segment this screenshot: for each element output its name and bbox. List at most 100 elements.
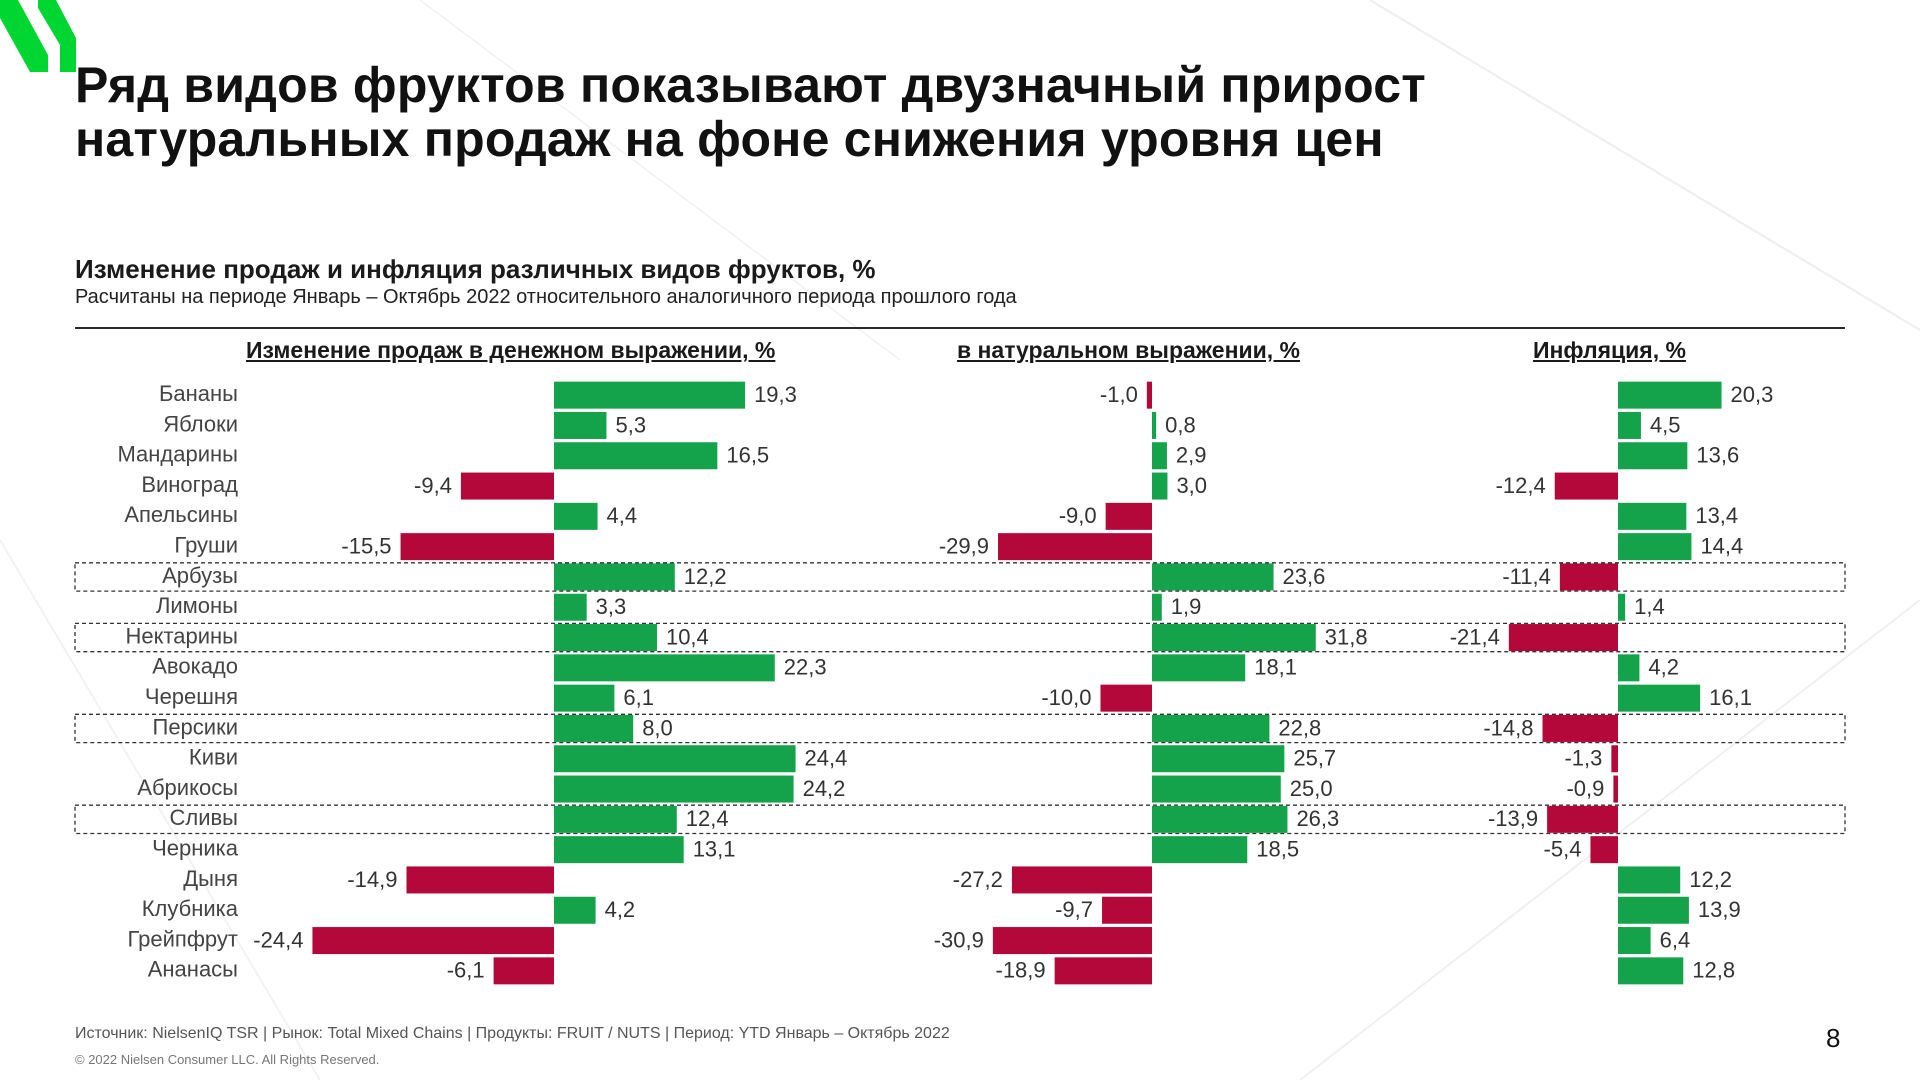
bar — [998, 533, 1152, 561]
bar — [1105, 502, 1152, 530]
bar — [554, 896, 596, 924]
bar — [554, 775, 794, 803]
data-label: 13,6 — [1696, 443, 1739, 468]
footer-source: Источник: NielsenIQ TSR | Рынок: Total M… — [75, 1025, 950, 1042]
page-title-line-2: натуральных продаж на фоне снижения уров… — [75, 111, 1384, 167]
data-label: -21,4 — [1450, 624, 1500, 649]
data-label: 23,6 — [1283, 564, 1326, 589]
bar — [1100, 684, 1152, 712]
chart-title: Изменение продаж и инфляция различных ви… — [75, 254, 876, 284]
data-label: -9,0 — [1059, 503, 1097, 528]
bar — [1611, 745, 1618, 773]
category-label: Грейпфрут — [127, 926, 238, 951]
bar — [1618, 896, 1689, 924]
page-title-line-1: Ряд видов фруктов показывают двузначный … — [75, 57, 1426, 113]
bar — [406, 866, 554, 894]
data-label: 31,8 — [1325, 624, 1368, 649]
category-label: Виноград — [141, 472, 238, 497]
data-label: -24,4 — [253, 927, 303, 952]
data-label: -9,4 — [414, 473, 452, 498]
data-label: 22,3 — [784, 655, 827, 680]
data-label: 25,7 — [1293, 746, 1336, 771]
data-label: 16,1 — [1709, 685, 1752, 710]
data-label: 1,4 — [1634, 594, 1665, 619]
bar — [400, 533, 554, 561]
bar — [312, 927, 554, 955]
bar — [1618, 442, 1688, 470]
data-label: -12,4 — [1496, 473, 1546, 498]
bar — [1542, 714, 1618, 742]
bar — [1152, 745, 1285, 773]
highlight-box — [74, 804, 1846, 835]
column-header-value-sales: Изменение продаж в денежном выражении, % — [246, 337, 776, 363]
highlight-box — [74, 622, 1846, 653]
bar — [1613, 775, 1618, 803]
data-label: 16,5 — [726, 443, 769, 468]
data-label: -1,0 — [1100, 382, 1138, 407]
category-label: Клубника — [142, 896, 239, 921]
bar — [554, 745, 796, 773]
bar — [554, 593, 587, 621]
data-label: -14,9 — [347, 867, 397, 892]
bar — [1152, 442, 1167, 470]
data-label: 4,2 — [1648, 655, 1679, 680]
bar — [554, 411, 607, 439]
category-label: Яблоки — [163, 411, 238, 436]
header-divider — [75, 327, 1845, 329]
bar — [1590, 836, 1618, 864]
data-label: 3,3 — [596, 594, 627, 619]
footer-copyright: © 2022 Nielsen Consumer LLC. All Rights … — [75, 1052, 380, 1067]
data-label: 20,3 — [1731, 382, 1774, 407]
bar — [1508, 624, 1618, 652]
category-label: Апельсины — [124, 502, 238, 527]
data-label: -9,7 — [1055, 897, 1093, 922]
data-label: 12,8 — [1692, 958, 1735, 983]
data-label: 4,5 — [1650, 412, 1681, 437]
data-label: 19,3 — [754, 382, 797, 407]
bar — [493, 957, 554, 985]
data-label: 12,2 — [1689, 867, 1732, 892]
bar — [1152, 714, 1270, 742]
category-label: Персики — [153, 714, 239, 739]
bar — [554, 654, 775, 682]
data-label: -29,9 — [939, 533, 989, 558]
bar — [1618, 411, 1641, 439]
bar — [1152, 411, 1157, 439]
category-label: Черешня — [145, 684, 238, 709]
category-label: Киви — [189, 745, 238, 770]
data-label: 18,1 — [1254, 655, 1297, 680]
data-label: 2,9 — [1176, 443, 1207, 468]
brand-logo — [0, 0, 76, 72]
bar — [1618, 381, 1722, 409]
bar — [1152, 593, 1162, 621]
data-label: -1,3 — [1564, 746, 1602, 771]
bar — [1618, 866, 1681, 894]
column-header-volume-sales: в натуральном выражении, % — [957, 337, 1300, 363]
highlight-box — [74, 562, 1846, 592]
bar — [1547, 805, 1618, 833]
data-label: 6,1 — [623, 685, 654, 710]
data-label: -6,1 — [447, 958, 485, 983]
data-label: 18,5 — [1256, 836, 1299, 861]
data-label: 22,8 — [1278, 715, 1321, 740]
bar — [554, 624, 657, 652]
data-label: 26,3 — [1296, 806, 1339, 831]
data-label: 24,4 — [805, 746, 848, 771]
category-label: Авокадо — [152, 654, 238, 679]
data-label: 13,9 — [1698, 897, 1741, 922]
category-label: Черника — [152, 835, 239, 860]
category-label: Сливы — [169, 805, 238, 830]
page-number: 8 — [1826, 1023, 1841, 1053]
bar — [1102, 896, 1152, 924]
bar — [1011, 866, 1152, 894]
category-label: Абрикосы — [137, 775, 238, 800]
bar — [1559, 563, 1618, 591]
bar — [460, 472, 554, 500]
bar — [1152, 805, 1288, 833]
bar — [554, 502, 598, 530]
bar — [1152, 836, 1248, 864]
bar — [1146, 381, 1152, 409]
data-label: 5,3 — [615, 412, 646, 437]
page-title: Ряд видов фруктов показывают двузначный … — [75, 58, 1775, 166]
data-label: 13,1 — [693, 836, 736, 861]
